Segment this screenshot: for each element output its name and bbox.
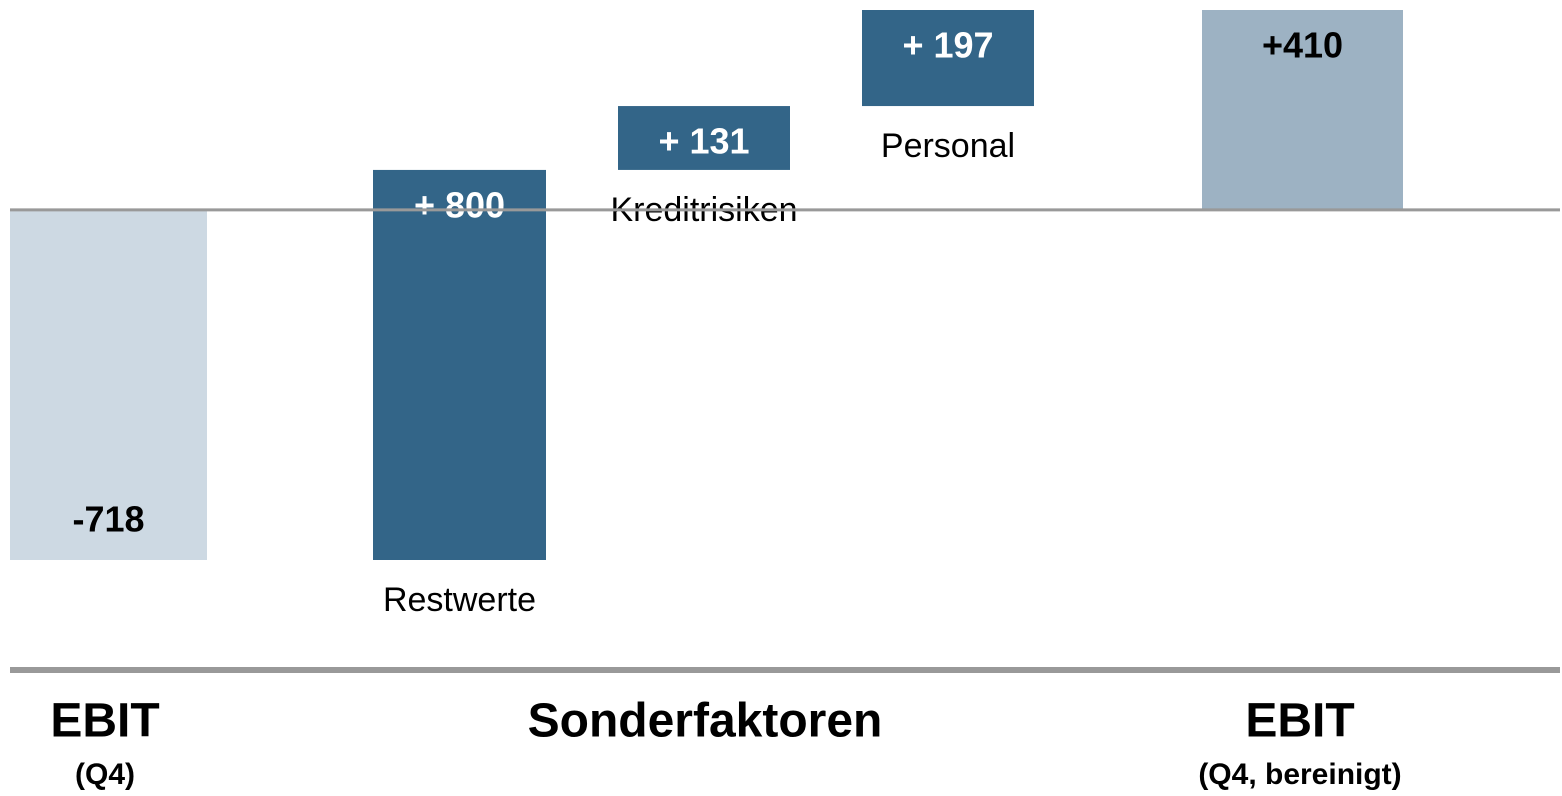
group-label: Sonderfaktoren (528, 695, 883, 748)
group-label: EBIT (50, 695, 159, 748)
bar (618, 106, 790, 170)
value-label: + 800 (414, 184, 505, 225)
value-label: + 131 (658, 121, 749, 162)
category-label: Restwerte (383, 581, 536, 619)
group-sublabel: (Q4, bereinigt) (1198, 758, 1401, 791)
group-sublabel: (Q4) (75, 758, 135, 791)
group-label: EBIT (1245, 695, 1354, 748)
value-label: +410 (1262, 25, 1343, 66)
category-label: Personal (881, 127, 1015, 165)
bar (373, 169, 546, 560)
bar (10, 209, 207, 560)
value-label: + 197 (902, 25, 993, 66)
bar (862, 10, 1034, 107)
value-label: -718 (72, 499, 144, 540)
bar (1202, 10, 1403, 210)
